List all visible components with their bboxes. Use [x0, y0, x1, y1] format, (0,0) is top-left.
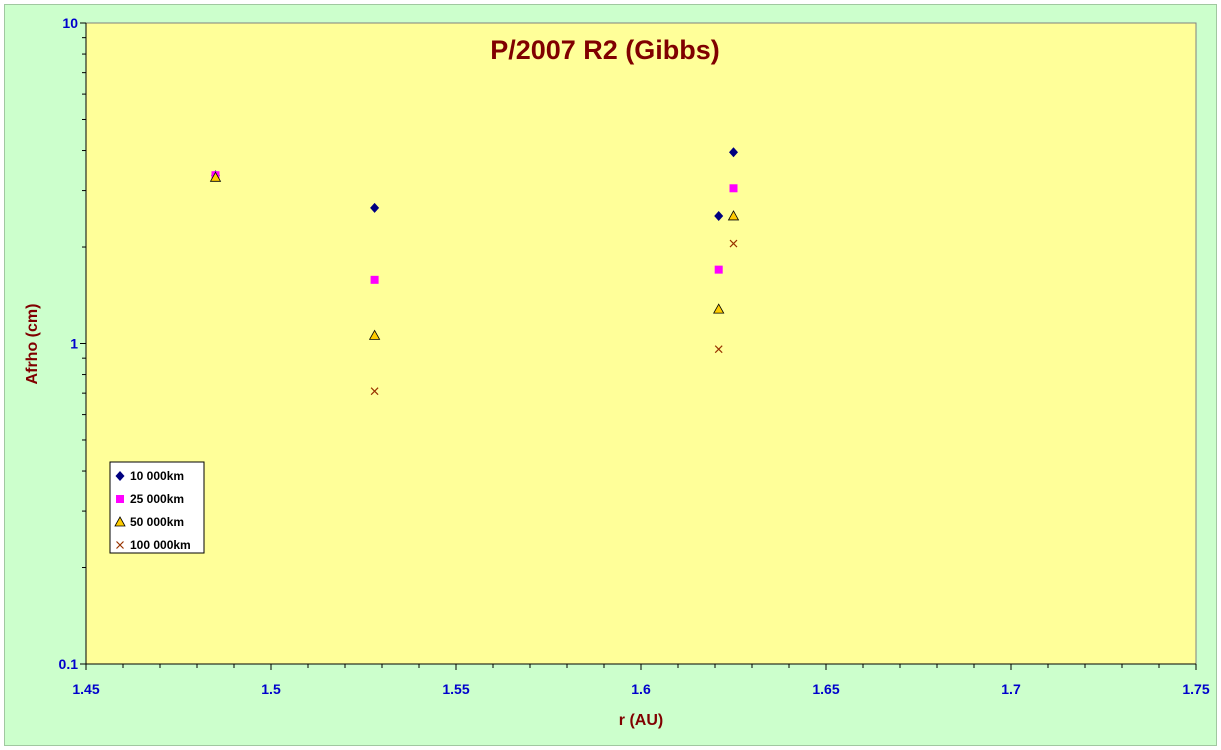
x-tick-label: 1.6 [631, 681, 651, 697]
plot-area [85, 22, 1197, 665]
data-point [727, 210, 740, 221]
axes: 1.45 1.5 1.55 1.6 1.65 1.7 1.75 0.1 1 10 [59, 15, 1210, 697]
x-tick-label: 1.65 [812, 681, 839, 697]
x-tick-label: 1.45 [72, 681, 99, 697]
chart-title: P/2007 R2 (Gibbs) [490, 35, 720, 65]
data-point [714, 210, 724, 221]
legend-label: 10 000km [130, 469, 184, 483]
x-tick-label: 1.7 [1001, 681, 1021, 697]
data-point [713, 303, 725, 314]
data-point [209, 171, 222, 182]
data-point [370, 275, 379, 284]
y-axis-title: Afrho (cm) [24, 304, 41, 385]
y-tick-label: 10 [62, 15, 78, 31]
series-4 [370, 239, 738, 396]
legend-marker [116, 495, 124, 503]
data-point [729, 184, 738, 193]
data-point [729, 147, 738, 158]
x-tick-label: 1.5 [261, 681, 281, 697]
legend-label: 25 000km [130, 492, 184, 506]
legend-box [109, 461, 205, 554]
legend-label: 100 000km [130, 538, 191, 552]
y-tick-label: 1 [70, 336, 78, 352]
data-point [370, 202, 380, 213]
legend-marker [116, 541, 124, 549]
legend-label: 50 000km [130, 515, 184, 529]
data-point [714, 345, 723, 354]
y-tick-label: 0.1 [59, 656, 79, 672]
data-marks [209, 147, 740, 396]
x-axis-title: r (AU) [619, 712, 663, 729]
series-3 [209, 171, 740, 340]
x-tick-label: 1.75 [1182, 681, 1209, 697]
x-tick-label: 1.55 [442, 681, 469, 697]
legend-marker [115, 471, 125, 481]
data-point [729, 239, 738, 248]
data-point [714, 265, 723, 274]
data-point [368, 329, 381, 340]
legend: 10 000km 25 000km 50 000km 100 000km [109, 461, 205, 554]
legend-marker [114, 516, 126, 527]
data-point [370, 387, 379, 396]
